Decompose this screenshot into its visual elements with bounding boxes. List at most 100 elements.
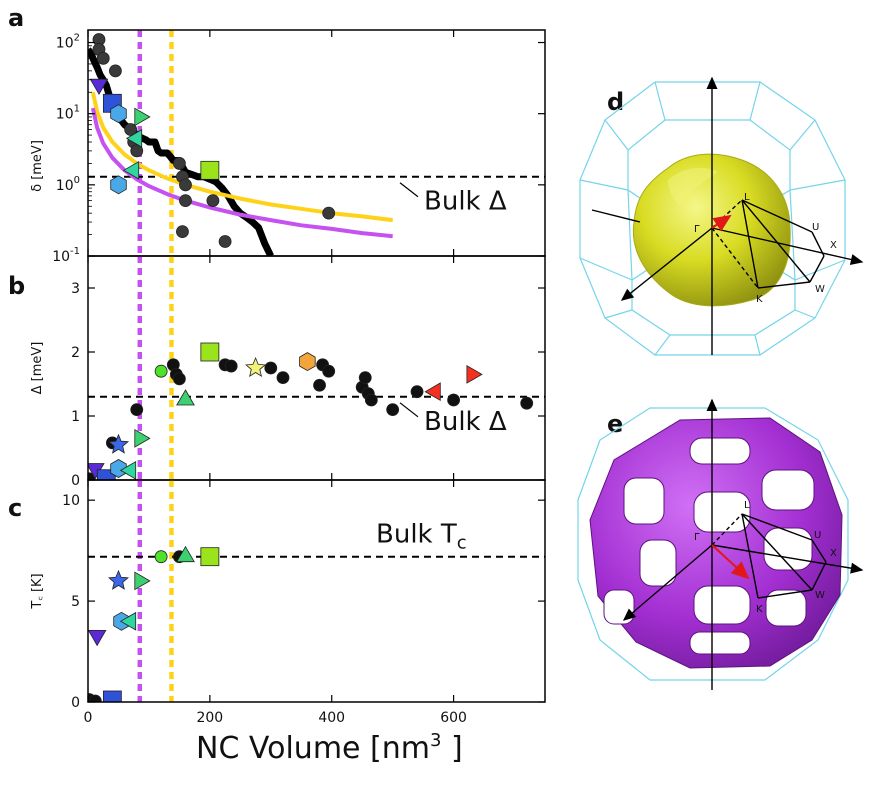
data-point-hexagon <box>110 459 127 478</box>
data-point-circle <box>447 393 461 407</box>
fermi-surface-highlight <box>668 167 718 206</box>
y-tick-label: 10-1 <box>52 246 80 265</box>
data-point-circle <box>520 396 534 410</box>
data-point-triangle-left <box>119 461 137 480</box>
panel-letter-a: a <box>8 4 24 32</box>
x-tick-label: 0 <box>84 710 93 726</box>
data-point-circle <box>154 364 168 378</box>
annotation-bulk-tc: Bulk Tc <box>376 520 467 554</box>
label-X-e: X <box>830 548 837 559</box>
data-point-circle <box>386 403 400 417</box>
data-point-triangle-right <box>134 429 151 448</box>
data-point-circle <box>410 385 424 399</box>
label-W-d: W <box>815 284 825 295</box>
data-point-triangle-left <box>125 129 143 148</box>
black-step <box>88 47 274 256</box>
data-point-triangle-down <box>88 630 107 647</box>
data-point-triangle-left <box>122 161 140 180</box>
label-K-e: K <box>756 604 763 615</box>
x-tick-label: 600 <box>440 710 467 726</box>
data-point-square <box>200 342 220 362</box>
panel-a-delta-plot: 10-1 100 101 102 δ [meV] Bulk Δ <box>30 29 546 265</box>
data-point-circle <box>172 157 186 170</box>
yellow-curve <box>90 91 393 223</box>
data-point-triangle-up <box>176 389 195 406</box>
data-point-triangle-down <box>89 78 109 96</box>
y-tick-label: 101 <box>56 104 80 123</box>
y-tick-label: 1 <box>71 409 80 425</box>
data-point-triangle-right <box>134 107 151 127</box>
x-axis-label-sup: 3 <box>430 730 441 751</box>
label-W-e: W <box>815 590 825 601</box>
x-axis-label: NC Volume [nm3 ] <box>196 730 463 766</box>
panel-letter-e: e <box>607 410 623 438</box>
data-point-circle <box>130 403 144 417</box>
y-tick-label: 5 <box>71 594 80 610</box>
x-tick-label: 200 <box>196 710 223 726</box>
data-point-circle <box>176 225 189 239</box>
k-vector-e <box>711 544 750 580</box>
panel-c-tc-plot: 0 5 10 0 200 400 600 T꜀ [K] Bulk Tc <box>30 479 546 726</box>
data-point-square <box>96 469 116 480</box>
annotation-leader <box>399 402 419 418</box>
y-tick-label: 100 <box>56 175 80 194</box>
panel-letter-b: b <box>8 272 25 300</box>
purple-curve <box>90 107 393 239</box>
label-L-d: L <box>744 192 750 203</box>
y-tick-label: 10 <box>62 493 80 509</box>
data-point-circle <box>218 235 232 248</box>
annotation-leader <box>399 182 419 198</box>
data-point-hexagon <box>299 352 316 372</box>
data-point-square <box>200 160 220 180</box>
data-point-star <box>245 356 267 377</box>
data-point-circle <box>109 64 122 78</box>
panel-letter-c: c <box>8 494 22 522</box>
label-L-e: L <box>744 500 750 511</box>
data-point-circle <box>96 51 110 65</box>
panel-b-ylabel: Δ [meV] <box>30 342 45 395</box>
annotation-bulk-delta: Bulk Δ <box>424 407 507 437</box>
data-point-circle <box>364 393 378 407</box>
data-point-circle <box>179 194 192 208</box>
bz-panel-d: Γ L U X W K <box>579 76 864 356</box>
data-point-triangle-left <box>424 382 441 401</box>
data-point-circle <box>224 359 238 373</box>
label-gamma-d: Γ <box>694 224 700 235</box>
panel-b-gap-plot: 0 1 2 3 Δ [meV] Bulk Δ <box>30 255 546 489</box>
data-point-circle <box>124 123 138 136</box>
data-point-square <box>200 547 220 567</box>
data-point-triangle-right <box>466 365 483 384</box>
data-point-star <box>108 569 130 590</box>
bz-wireframe-e <box>577 407 849 681</box>
data-point-circle <box>322 364 336 378</box>
y-tick-label: 102 <box>56 33 80 52</box>
label-K-d: K <box>756 294 763 305</box>
bz-panel-e: Γ L U X W K <box>577 398 864 690</box>
panel-c-frame <box>87 479 546 703</box>
label-U-d: U <box>812 222 819 233</box>
data-point-square <box>102 690 122 702</box>
data-point-circle <box>322 206 336 220</box>
data-point-circle <box>276 371 290 385</box>
data-point-circle <box>88 694 102 702</box>
data-point-circle <box>179 178 192 192</box>
label-U-e: U <box>814 530 821 541</box>
panel-c-ylabel: T꜀ [K] <box>30 573 45 609</box>
label-gamma-e: Γ <box>694 532 700 543</box>
panel-a-ylabel: δ [meV] <box>30 140 45 192</box>
y-tick-label: 0 <box>71 473 80 489</box>
data-point-circle <box>313 378 326 392</box>
data-point-triangle-up <box>176 545 195 563</box>
data-point-circle <box>172 372 186 386</box>
x-tick-label: 400 <box>318 710 345 726</box>
data-point-star <box>108 433 130 454</box>
annotation-bulk-delta: Bulk Δ <box>424 187 507 217</box>
bz-axes-d <box>591 76 864 355</box>
data-point-circle <box>154 550 168 564</box>
data-point-triangle-right <box>134 571 151 591</box>
y-tick-label: 3 <box>71 281 80 297</box>
data-point-hexagon <box>110 104 127 124</box>
data-point-hexagon <box>110 175 127 195</box>
data-point-circle <box>130 144 144 158</box>
